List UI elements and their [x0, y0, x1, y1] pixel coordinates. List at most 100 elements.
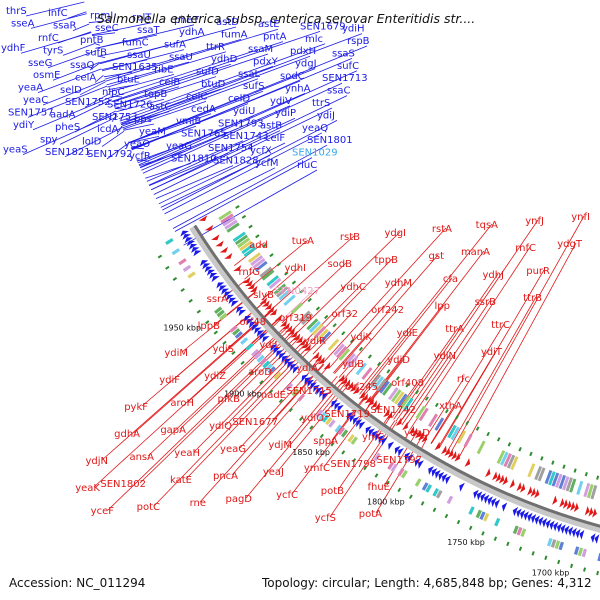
forward-gene-label: fumC — [122, 37, 149, 48]
forward-gene-label: ssaU — [127, 50, 151, 61]
reverse-gene-label: add — [249, 240, 268, 251]
scale-tick — [583, 567, 587, 572]
forward-gene-label: celF — [265, 133, 285, 144]
cog-feature-block — [327, 338, 340, 351]
forward-gene-label: pheT — [174, 15, 200, 26]
reverse-gene-label: ydgI — [384, 228, 406, 239]
cog-feature-block — [219, 312, 228, 321]
cog-feature-block — [247, 252, 261, 264]
forward-gene-label: btuD — [201, 79, 226, 90]
gene-connector — [91, 22, 153, 36]
forward-gene-arrow — [594, 534, 600, 544]
forward-gene-label: topB — [144, 89, 167, 100]
reverse-gene-arrow — [247, 282, 256, 290]
cog-feature-block — [388, 387, 399, 401]
cog-feature-block — [479, 511, 486, 520]
gene-connector — [179, 327, 287, 430]
scale-tick — [496, 437, 501, 442]
forward-gene-arrow — [246, 318, 254, 326]
reverse-gene-arrow — [233, 265, 242, 272]
forward-gene-arrow — [216, 282, 225, 289]
cog-feature-block — [273, 371, 282, 380]
forward-gene-arrow — [307, 379, 315, 388]
forward-gene-arrow — [248, 321, 257, 329]
gene-connector — [69, 99, 112, 120]
reverse-gene-arrow — [364, 395, 371, 404]
gene-connector — [119, 66, 274, 122]
gene-connector — [368, 250, 485, 402]
reverse-gene-label: yeaJ — [263, 467, 284, 478]
reverse-gene-label: ymfC — [304, 463, 330, 474]
gene-connector — [113, 53, 269, 106]
forward-gene-label: pdxY — [253, 56, 279, 67]
cog-feature-block — [414, 478, 422, 487]
forward-gene-arrow — [571, 527, 577, 538]
gene-connector — [101, 130, 125, 147]
gene-connector — [139, 334, 294, 484]
forward-gene-label: nlpC — [102, 87, 124, 98]
forward-gene-arrow — [527, 512, 533, 523]
reverse-gene-label: ycfC — [276, 490, 298, 501]
scale-tick — [405, 383, 410, 388]
forward-gene-label: celA — [75, 72, 96, 83]
reverse-gene-arrow — [361, 393, 368, 402]
cog-feature-block — [259, 357, 268, 366]
reverse-gene-label: ydiS — [213, 344, 234, 355]
reverse-gene-arrow — [451, 450, 457, 460]
forward-gene-arrow — [445, 475, 452, 485]
gene-connector — [187, 319, 279, 403]
cog-feature-block — [435, 489, 443, 499]
forward-gene-label: SEN1754 — [208, 143, 254, 154]
cog-feature-block — [241, 243, 255, 255]
gene-connector — [409, 246, 531, 431]
scale-tick — [262, 243, 267, 248]
scale-tick — [465, 420, 470, 426]
scale-tick — [188, 298, 193, 303]
forward-gene-label: ribE — [154, 64, 174, 75]
scale-tick — [506, 541, 510, 547]
scale-tick — [518, 546, 523, 551]
scale-tick — [241, 214, 247, 219]
cog-feature-block — [234, 331, 243, 339]
reverse-gene-label: pfkB — [217, 394, 240, 405]
forward-gene-label: ydiY — [13, 120, 35, 131]
cog-feature-block — [285, 382, 294, 391]
cog-feature-block — [347, 355, 359, 369]
forward-gene-arrow — [388, 441, 395, 450]
forward-gene-arrow — [316, 387, 323, 395]
forward-gene-label: ydiP — [275, 108, 296, 119]
forward-gene-label: ydgJ — [295, 59, 317, 70]
cog-feature-block — [297, 393, 306, 402]
reverse-gene-arrow — [211, 234, 220, 241]
reverse-gene-label: lppB — [198, 321, 220, 332]
reverse-gene-label: ydiR — [304, 336, 326, 347]
reverse-gene-label: ydiT — [481, 347, 503, 358]
cog-feature-block — [252, 258, 266, 269]
cog-feature-block — [178, 258, 187, 266]
reverse-gene-label: fhuE — [367, 482, 390, 493]
gene-connector — [151, 95, 348, 191]
reverse-gene-label: tqsA — [476, 220, 498, 231]
gene-connector — [245, 380, 344, 499]
cog-feature-block — [214, 306, 223, 315]
reverse-gene-label: orf319 — [279, 313, 312, 324]
reverse-gene-arrow — [287, 327, 295, 335]
cog-feature-block — [376, 378, 387, 392]
forward-gene-arrow — [590, 533, 596, 543]
forward-gene-arrow — [182, 233, 191, 240]
gene-connector — [136, 138, 202, 162]
cog-feature-block — [355, 362, 367, 376]
forward-gene-arrow — [322, 392, 329, 401]
scale-tick — [349, 339, 355, 344]
scale-tick — [529, 451, 533, 457]
reverse-gene-arrow — [552, 495, 558, 505]
forward-gene-label: SEN1029 — [292, 148, 338, 159]
cog-feature-block — [379, 380, 390, 394]
reverse-gene-arrow — [530, 487, 536, 497]
cog-feature-block — [261, 269, 275, 281]
forward-gene-arrow — [516, 508, 522, 518]
gene-connector — [424, 377, 465, 440]
reverse-gene-arrow — [367, 397, 374, 406]
forward-gene-arrow — [534, 515, 540, 525]
cog-feature-block — [237, 237, 251, 249]
